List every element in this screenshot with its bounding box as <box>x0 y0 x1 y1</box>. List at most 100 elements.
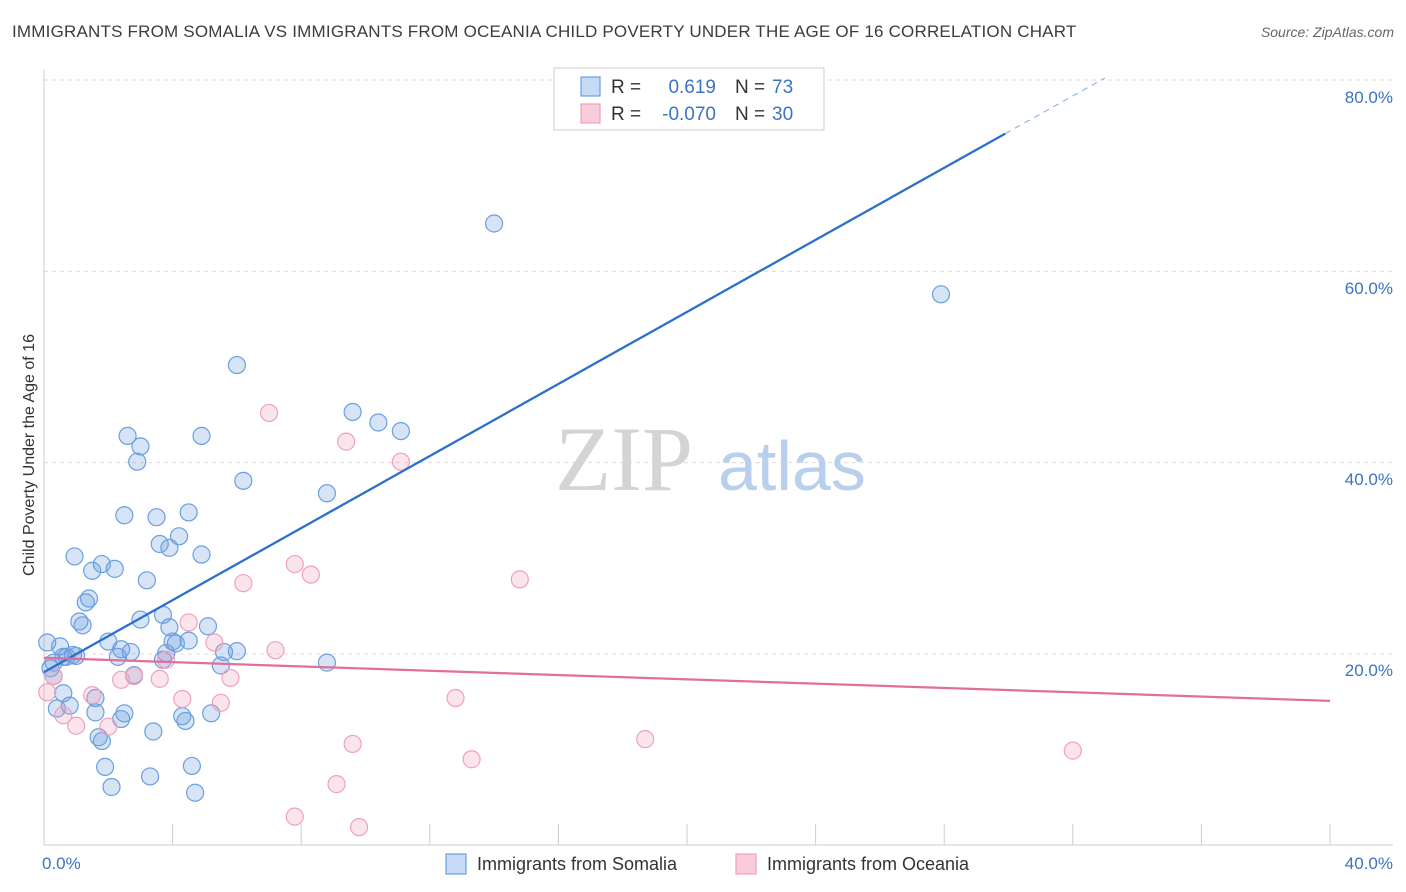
somalia-point <box>214 642 234 662</box>
oceania-point <box>124 666 144 686</box>
somalia-point <box>131 437 150 456</box>
oceania-point <box>266 641 285 660</box>
somalia-point <box>227 642 246 661</box>
somalia-point <box>73 616 92 635</box>
x-tick-label-max: 40.0% <box>1345 854 1393 873</box>
somalia-point <box>198 617 218 636</box>
legend-oceania-r-value: -0.070 <box>662 104 716 125</box>
oceania-point <box>285 807 304 826</box>
oceania-point <box>259 403 279 423</box>
scatter-points <box>38 214 1082 837</box>
bottom-legend-swatch-oceania <box>735 853 757 875</box>
oceania-point <box>150 669 169 688</box>
somalia-point <box>115 704 134 723</box>
somalia-point <box>343 402 362 422</box>
somalia-point <box>147 508 166 527</box>
chart-title: IMMIGRANTS FROM SOMALIA VS IMMIGRANTS FR… <box>12 22 1077 41</box>
oceania-point <box>285 554 304 574</box>
oceania-point <box>157 650 176 669</box>
somalia-point <box>234 471 253 490</box>
correlation-legend: R = 0.619 N = 73 R = -0.070 N = 30 <box>553 67 825 131</box>
somalia-point <box>102 777 121 797</box>
somalia-point <box>112 640 131 659</box>
somalia-point <box>50 637 70 656</box>
oceania-point <box>205 633 224 652</box>
oceania-trend-line <box>43 656 1331 703</box>
somalia-point <box>118 426 137 445</box>
y-tick-label-40: 40.0% <box>1345 470 1393 489</box>
legend-swatch-oceania <box>580 103 601 124</box>
oceania-point <box>211 693 230 712</box>
somalia-point <box>182 756 201 776</box>
oceania-point <box>54 706 73 725</box>
oceania-point <box>327 775 346 794</box>
somalia-point <box>140 767 160 786</box>
y-axis-title: Child Poverty Under the Age of 16 <box>21 334 38 576</box>
legend-oceania-n-label: N = <box>735 104 765 125</box>
somalia-trend-line <box>43 132 1006 674</box>
somalia-point <box>485 214 504 233</box>
somalia-point <box>192 426 211 445</box>
somalia-point <box>179 631 198 650</box>
oceania-point <box>83 686 102 705</box>
somalia-point <box>83 561 102 580</box>
legend-oceania-n-value: 30 <box>772 104 793 125</box>
somalia-point <box>86 703 105 722</box>
somalia-point <box>144 722 163 741</box>
somalia-point <box>128 452 147 471</box>
somalia-point <box>186 783 205 802</box>
bottom-legend-label-somalia: Immigrants from Somalia <box>477 854 678 874</box>
oceania-point <box>510 570 529 589</box>
oceania-point <box>67 716 86 735</box>
somalia-point <box>79 589 99 608</box>
somalia-point <box>137 571 156 590</box>
somalia-point <box>931 285 951 304</box>
oceania-point <box>301 565 320 584</box>
somalia-point <box>115 506 134 525</box>
somalia-trend-extension <box>1005 77 1106 135</box>
oceania-point <box>343 734 362 754</box>
somalia-point <box>163 632 182 651</box>
legend-somalia-r-value: 0.619 <box>668 77 716 98</box>
somalia-point <box>369 413 388 432</box>
oceania-point <box>221 668 240 688</box>
source-label: Source: ZipAtlas.com <box>1260 24 1394 40</box>
oceania-point <box>173 689 192 709</box>
oceania-point <box>446 688 465 708</box>
oceania-point <box>234 574 253 593</box>
grid <box>44 79 1393 655</box>
legend-somalia-r-label: R = <box>611 77 641 98</box>
watermark-atlas: atlas <box>718 427 866 505</box>
oceania-point <box>337 432 356 451</box>
axes <box>43 70 1393 846</box>
legend-swatch-somalia <box>580 76 601 97</box>
oceania-point <box>38 683 57 702</box>
somalia-point <box>169 527 189 546</box>
somalia-point <box>176 711 195 731</box>
legend-somalia-n-value: 73 <box>772 77 793 98</box>
oceania-point <box>391 452 410 471</box>
somalia-point <box>211 656 230 675</box>
somalia-point <box>179 503 198 522</box>
somalia-point <box>60 696 79 715</box>
somalia-point <box>317 484 337 503</box>
watermark-zip: ZIP <box>555 408 693 510</box>
somalia-point <box>65 547 84 566</box>
somalia-point <box>227 355 246 375</box>
somalia-point <box>95 757 115 776</box>
y-tick-label-20: 20.0% <box>1345 661 1393 680</box>
somalia-point <box>86 688 105 708</box>
x-tick-label-min: 0.0% <box>42 854 81 873</box>
trend-lines <box>43 77 1331 703</box>
somalia-point <box>391 421 410 441</box>
oceania-point <box>636 730 655 749</box>
oceania-point <box>462 750 481 769</box>
bottom-legend-label-oceania: Immigrants from Oceania <box>767 854 970 874</box>
legend-somalia-n-label: N = <box>735 77 765 98</box>
somalia-point <box>160 618 179 637</box>
legend-oceania-r-label: R = <box>611 104 641 125</box>
somalia-point <box>150 534 169 554</box>
oceania-point <box>1063 741 1082 760</box>
series-legend: Immigrants from Somalia Immigrants from … <box>445 853 970 875</box>
